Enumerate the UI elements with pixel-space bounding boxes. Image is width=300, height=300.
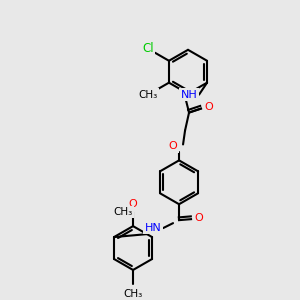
Text: HN: HN (145, 223, 161, 233)
Text: CH₃: CH₃ (113, 207, 133, 217)
Text: O: O (129, 199, 137, 209)
Text: O: O (195, 213, 203, 223)
Text: CH₃: CH₃ (123, 289, 143, 299)
Text: NH: NH (181, 90, 197, 100)
Text: O: O (205, 102, 213, 112)
Text: O: O (169, 141, 177, 152)
Text: Cl: Cl (142, 42, 154, 55)
Text: CH₃: CH₃ (139, 90, 158, 100)
